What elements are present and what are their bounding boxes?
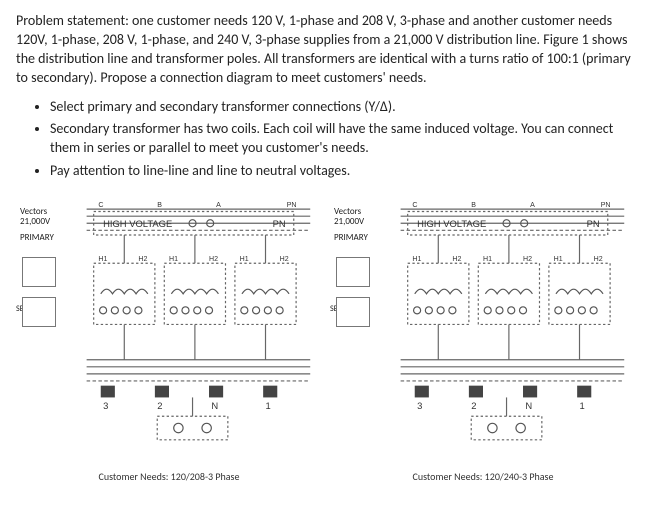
svg-text:1: 1 bbox=[580, 400, 585, 411]
hv-label: HIGH VOLTAGE bbox=[103, 218, 172, 229]
svg-text:H1: H1 bbox=[554, 256, 563, 263]
svg-text:H2: H2 bbox=[594, 256, 603, 263]
svg-text:B: B bbox=[471, 202, 476, 209]
svg-text:N: N bbox=[211, 400, 218, 411]
instruction-list: Select primary and secondary transformer… bbox=[16, 98, 636, 182]
pn-label: PN bbox=[273, 218, 286, 229]
list-item: Select primary and secondary transformer… bbox=[50, 98, 636, 117]
svg-text:HIGH VOLTAGE: HIGH VOLTAGE bbox=[417, 218, 486, 229]
svg-text:H1: H1 bbox=[98, 256, 107, 263]
figure-caption: Customer Needs: 120/208-3 Phase bbox=[16, 470, 322, 484]
svg-text:H1: H1 bbox=[483, 256, 492, 263]
svg-text:PN: PN bbox=[601, 202, 611, 209]
svg-text:PN: PN bbox=[587, 218, 600, 229]
secondary-vector-box bbox=[336, 297, 370, 327]
svg-text:H2: H2 bbox=[138, 256, 147, 263]
phase-a: A bbox=[216, 202, 221, 209]
svg-text:2: 2 bbox=[157, 400, 162, 411]
primary-vector-box bbox=[22, 257, 56, 287]
figure-row: Vectors 21,000V PRIMARY SECONDARY C B A … bbox=[16, 195, 636, 483]
svg-text:H1: H1 bbox=[240, 256, 249, 263]
figure-left: Vectors 21,000V PRIMARY SECONDARY C B A … bbox=[16, 195, 322, 483]
svg-text:H1: H1 bbox=[412, 256, 421, 263]
figure-right: Vectors 21,000V PRIMARY SECONDARY C B A … bbox=[330, 195, 636, 483]
primary-label: PRIMARY bbox=[334, 233, 368, 243]
figure-caption: Customer Needs: 120/240-3 Phase bbox=[330, 470, 636, 484]
svg-text:H2: H2 bbox=[280, 256, 289, 263]
secondary-vector-box bbox=[22, 297, 56, 327]
transformer-bank: H1 H2 H1 H2 bbox=[94, 256, 296, 325]
list-item: Pay attention to line-line and line to n… bbox=[50, 162, 636, 181]
svg-text:C: C bbox=[412, 202, 417, 209]
phase-pn: PN bbox=[287, 202, 297, 209]
vectors-label: Vectors 21,000V bbox=[334, 207, 378, 227]
svg-text:H1: H1 bbox=[169, 256, 178, 263]
primary-label: PRIMARY bbox=[20, 233, 54, 243]
list-item: Secondary transformer has two coils. Eac… bbox=[50, 120, 636, 158]
svg-text:3: 3 bbox=[103, 400, 108, 411]
vectors-label: Vectors 21,000V bbox=[20, 207, 64, 227]
svg-text:2: 2 bbox=[471, 400, 476, 411]
phase-c: C bbox=[98, 202, 103, 209]
svg-text:3: 3 bbox=[417, 400, 422, 411]
transformer-diagram-left: C B A PN HIGH VOLTAGE PN H1 H2 bbox=[16, 195, 322, 466]
primary-vector-box bbox=[336, 257, 370, 287]
svg-text:H2: H2 bbox=[209, 256, 218, 263]
svg-text:H2: H2 bbox=[452, 256, 461, 263]
svg-text:1: 1 bbox=[266, 400, 271, 411]
svg-text:N: N bbox=[525, 400, 532, 411]
problem-statement: Problem statement: one customer needs 12… bbox=[16, 12, 636, 88]
svg-text:A: A bbox=[530, 202, 535, 209]
svg-text:H2: H2 bbox=[523, 256, 532, 263]
phase-b: B bbox=[157, 202, 162, 209]
transformer-diagram-right: C B A PN HIGH VOLTAGE PN H1 H2 bbox=[330, 195, 636, 466]
